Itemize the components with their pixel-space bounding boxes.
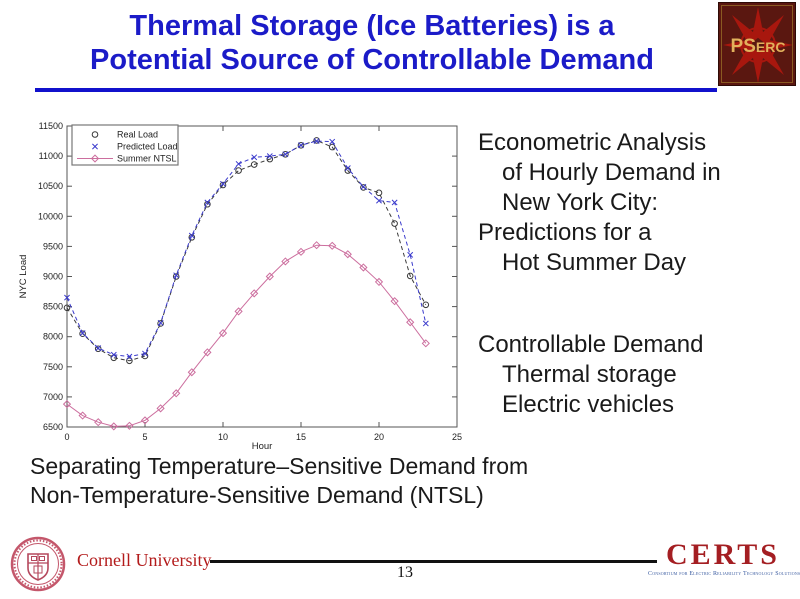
svg-text:25: 25: [452, 432, 462, 442]
svg-text:Summer NTSL: Summer NTSL: [117, 154, 177, 164]
svg-text:6500: 6500: [43, 422, 63, 432]
svg-text:10000: 10000: [38, 211, 63, 221]
econometric-line-2: New York City:: [502, 189, 659, 216]
certs-logo-text: CERTS: [666, 538, 780, 571]
svg-text:5: 5: [142, 432, 147, 442]
nyc-load-chart: 0 5 10 15 20 25 6500 7000 7500 8000 8500 9000 9500 10…: [15, 110, 465, 452]
pserc-logo-border: [721, 5, 793, 83]
caption-text: Separating Temperature–Sensitive Demand …: [30, 452, 730, 510]
pserc-star-icon: PSERC: [723, 7, 793, 83]
svg-text:11000: 11000: [39, 151, 63, 161]
svg-text:7000: 7000: [43, 392, 63, 402]
controllable-line-0: Controllable Demand: [478, 331, 704, 358]
econometric-line-3: Predictions for a: [478, 219, 652, 246]
certs-logo-subtext: Consortium for Electric Reliability Tech…: [648, 571, 800, 577]
slide-title-line2: Potential Source of Controllable Demand: [90, 44, 654, 76]
econometric-line-1: of Hourly Demand in: [502, 159, 721, 186]
controllable-line-1: Thermal storage: [502, 361, 677, 388]
econometric-line-4: Hot Summer Day: [502, 249, 687, 276]
svg-text:8500: 8500: [43, 302, 63, 312]
svg-text:11500: 11500: [39, 121, 63, 131]
svg-text:NYC Load: NYC Load: [18, 255, 29, 299]
svg-text:20: 20: [374, 432, 384, 442]
svg-text:15: 15: [296, 432, 306, 442]
econometric-analysis-text: Econometric Analysis of Hourly Demand in N…: [478, 128, 798, 278]
svg-text:8000: 8000: [43, 332, 63, 342]
certs-logo: CERTS Consortium for Electric Reliabilit…: [648, 538, 800, 578]
svg-text:Hour: Hour: [252, 441, 273, 450]
title-divider-rule: [35, 88, 717, 92]
svg-text:9500: 9500: [43, 241, 63, 251]
page-number: 13: [397, 564, 413, 581]
controllable-line-2: Electric vehicles: [502, 391, 675, 418]
pserc-logo-text: PSERC: [731, 36, 786, 57]
econometric-line-0: Econometric Analysis: [478, 129, 707, 156]
caption-line2: Non-Temperature-Sensitive Demand (NTSL): [30, 482, 484, 508]
svg-text:9000: 9000: [43, 272, 63, 282]
footer-divider-line: [210, 560, 657, 563]
svg-text:0: 0: [64, 432, 69, 442]
slide-title-line1: Thermal Storage (Ice Batteries) is a: [129, 10, 615, 42]
controllable-demand-text: Controllable Demand Thermal storage Electr…: [478, 330, 798, 420]
cornell-seal-icon: [10, 536, 66, 592]
svg-text:7500: 7500: [43, 362, 63, 372]
svg-text:10500: 10500: [38, 181, 63, 191]
svg-text:10: 10: [218, 432, 228, 442]
slide-title: Thermal Storage (Ice Batteries) is a Pot…: [0, 9, 744, 77]
svg-text:Real Load: Real Load: [117, 130, 158, 140]
caption-line1: Separating Temperature–Sensitive Demand …: [30, 453, 529, 479]
cornell-university-label: Cornell University: [77, 550, 212, 570]
pserc-logo: PSERC: [718, 2, 796, 86]
svg-text:Predicted Load: Predicted Load: [117, 142, 178, 152]
nyc-load-chart-svg: 0 5 10 15 20 25 6500 7000 7500 8000 8500 9000 9500 10…: [18, 121, 462, 452]
